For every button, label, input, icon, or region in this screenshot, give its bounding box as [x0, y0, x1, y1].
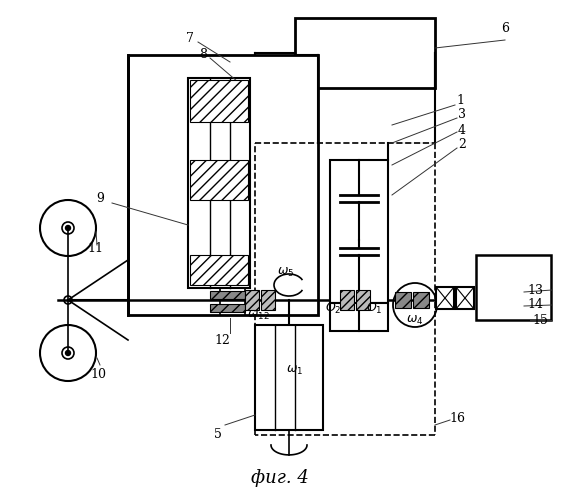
Text: $\omega_4$: $\omega_4$: [407, 314, 424, 326]
Text: $\omega_{12}$: $\omega_{12}$: [247, 308, 270, 322]
Text: $\omega_1$: $\omega_1$: [287, 364, 304, 376]
Bar: [210, 304, 245, 312]
Bar: [245, 290, 259, 310]
Text: 8: 8: [199, 48, 207, 60]
Circle shape: [66, 226, 70, 230]
Text: 11: 11: [87, 242, 103, 254]
Bar: [190, 160, 248, 200]
Text: 4: 4: [458, 124, 466, 136]
Text: 13: 13: [527, 284, 543, 296]
Bar: [128, 55, 318, 315]
Bar: [261, 290, 275, 310]
Text: 10: 10: [90, 368, 106, 382]
Bar: [295, 18, 435, 88]
Text: 12: 12: [214, 334, 230, 346]
Bar: [413, 292, 429, 308]
Bar: [210, 291, 245, 299]
Bar: [330, 160, 388, 303]
Circle shape: [66, 350, 70, 356]
Text: фиг. 4: фиг. 4: [251, 469, 309, 487]
Bar: [188, 78, 250, 288]
Bar: [395, 292, 411, 308]
Text: 2: 2: [458, 138, 466, 151]
Text: 6: 6: [501, 22, 509, 35]
Bar: [190, 255, 248, 285]
Bar: [476, 255, 551, 320]
Text: 5: 5: [214, 428, 222, 442]
Bar: [340, 290, 354, 310]
Text: 14: 14: [527, 298, 543, 312]
Bar: [190, 80, 248, 122]
Bar: [255, 325, 323, 430]
Text: 7: 7: [186, 32, 194, 44]
Bar: [456, 287, 474, 309]
Text: 15: 15: [532, 314, 548, 326]
Bar: [330, 303, 388, 331]
Text: $O_2$: $O_2$: [325, 300, 341, 316]
Text: 1: 1: [456, 94, 464, 106]
Text: $\omega_5$: $\omega_5$: [278, 266, 295, 278]
Bar: [436, 287, 454, 309]
Text: 3: 3: [458, 108, 466, 122]
Text: 16: 16: [449, 412, 465, 424]
Bar: [356, 290, 370, 310]
Text: $O_1$: $O_1$: [365, 300, 383, 316]
Text: 9: 9: [96, 192, 104, 204]
